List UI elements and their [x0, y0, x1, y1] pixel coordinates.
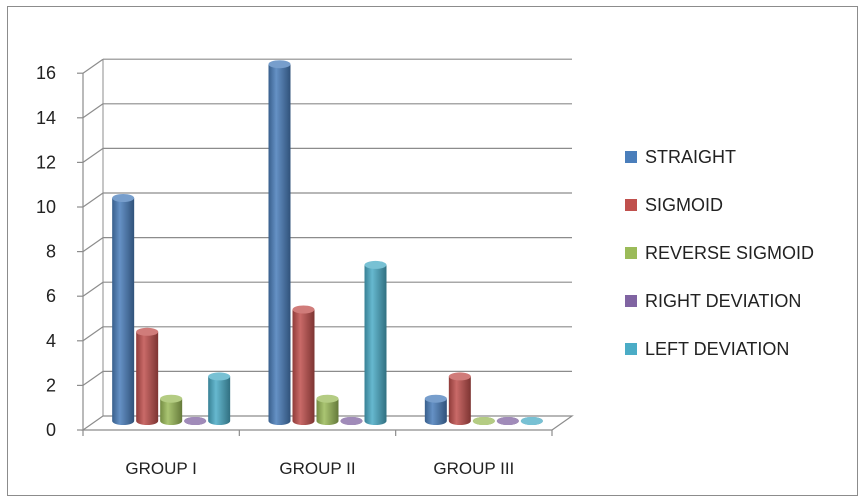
bar: [364, 260, 387, 425]
bar: [520, 417, 543, 425]
legend-label: RIGHT DEVIATION: [645, 291, 801, 311]
y-tick-label: 16: [36, 63, 56, 83]
legend-item: LEFT DEVIATION: [625, 339, 789, 359]
legend-item: STRAIGHT: [625, 147, 736, 167]
bar: [184, 417, 207, 425]
legend-swatch: [625, 343, 637, 355]
legend-label: STRAIGHT: [645, 147, 736, 167]
bar: [424, 394, 447, 425]
bar: [208, 372, 231, 425]
bar: [268, 60, 291, 425]
y-tick-label: 0: [46, 420, 56, 440]
bar: [112, 194, 135, 425]
bar: [472, 417, 495, 425]
y-tick-label: 12: [36, 152, 56, 172]
y-tick-label: 6: [46, 286, 56, 306]
bar: [448, 372, 471, 425]
bar: [340, 417, 363, 425]
y-axis: 0 2 4 6 8 10 12 14 16: [36, 63, 56, 440]
legend-label: REVERSE SIGMOID: [645, 243, 814, 263]
bar: [316, 394, 339, 425]
bar: [160, 394, 183, 425]
legend-swatch: [625, 247, 637, 259]
legend-swatch: [625, 295, 637, 307]
y-tick-label: 2: [46, 375, 56, 395]
y-tick-label: 10: [36, 197, 56, 217]
y-tick-label: 8: [46, 242, 56, 262]
x-tick-label: GROUP II: [279, 459, 355, 478]
bar-series: [112, 60, 543, 425]
legend-label: SIGMOID: [645, 195, 723, 215]
legend-item: SIGMOID: [625, 195, 723, 215]
gridlines: [77, 58, 572, 431]
bar: [136, 327, 159, 425]
bar: [496, 417, 519, 425]
bar: [292, 305, 315, 425]
legend-swatch: [625, 199, 637, 211]
legend-label: LEFT DEVIATION: [645, 339, 789, 359]
x-tick-label: GROUP I: [125, 459, 196, 478]
x-axis: GROUP I GROUP II GROUP III: [82, 430, 553, 478]
y-tick-label: 4: [46, 331, 56, 351]
legend-item: RIGHT DEVIATION: [625, 291, 801, 311]
x-tick-label: GROUP III: [433, 459, 514, 478]
y-tick-label: 14: [36, 108, 56, 128]
legend-swatch: [625, 151, 637, 163]
legend: STRAIGHT SIGMOID REVERSE SIGMOID RIGHT DEVI…: [625, 147, 814, 359]
legend-item: REVERSE SIGMOID: [625, 243, 814, 263]
